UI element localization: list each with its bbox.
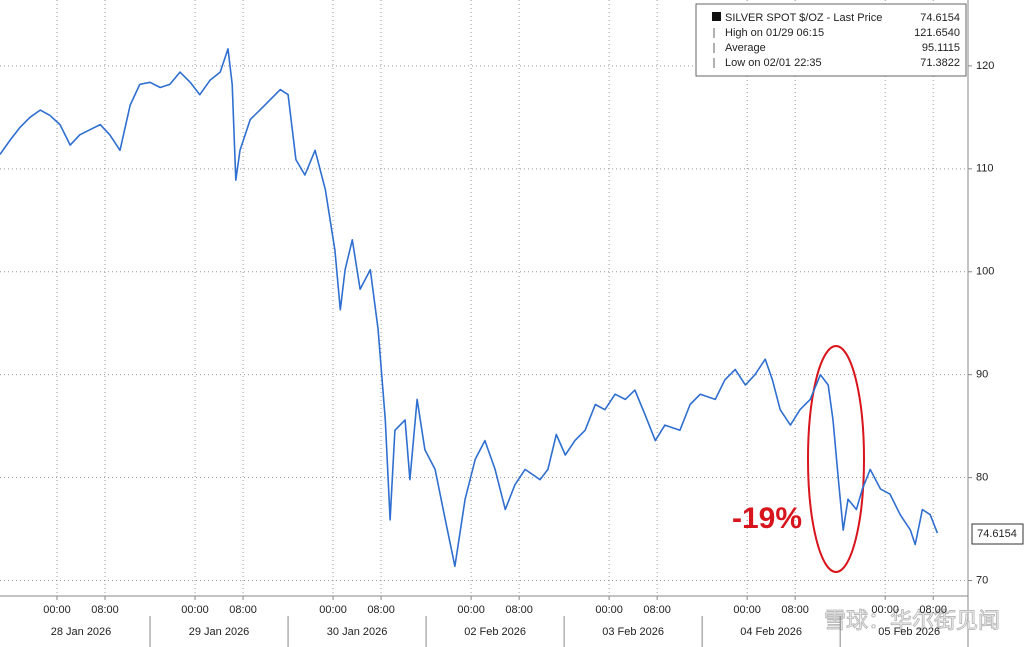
date-label: 30 Jan 2026 [327, 626, 388, 638]
x-tick-label: 00:00 [733, 604, 761, 616]
last-price-label: 74.6154 [977, 528, 1017, 540]
price-line [0, 48, 939, 568]
legend-box [695, 3, 967, 77]
x-tick-label: 00:00 [871, 604, 899, 616]
legend-label: Average [725, 42, 766, 54]
x-tick-label: 00:00 [181, 604, 209, 616]
legend-label: Low on 02/01 22:35 [725, 57, 822, 69]
date-label: 02 Feb 2026 [464, 626, 526, 638]
date-label: 03 Feb 2026 [602, 626, 664, 638]
annotation: -19% [732, 502, 802, 535]
y-tick-label: 70 [976, 574, 988, 586]
y-tick-label: 110 [976, 163, 994, 175]
x-tick-label: 08:00 [505, 604, 533, 616]
highlight-ellipse [807, 345, 865, 573]
date-label: 29 Jan 2026 [189, 626, 250, 638]
watermark: 雪球：华尔街见闻 [824, 608, 1000, 633]
date-label: 28 Jan 2026 [51, 626, 112, 638]
legend-swatch [712, 12, 721, 21]
legend-label: SILVER SPOT $/OZ - Last Price [725, 12, 882, 24]
legend-value: 74.6154 [920, 12, 960, 24]
x-tick-label: 08:00 [367, 604, 395, 616]
grid [0, 0, 968, 596]
x-tick-label: 08:00 [91, 604, 119, 616]
x-tick-label: 00:00 [595, 604, 623, 616]
x-tick-label: 08:00 [643, 604, 671, 616]
x-tick-label: 00:00 [457, 604, 485, 616]
legend-label: High on 01/29 06:15 [725, 27, 824, 39]
x-tick-label: 00:00 [319, 604, 347, 616]
x-tick-label: 00:00 [43, 604, 71, 616]
date-label: 05 Feb 2026 [878, 626, 940, 638]
y-tick-label: 100 [976, 266, 994, 278]
date-label: 04 Feb 2026 [740, 626, 802, 638]
y-tick-label: 120 [976, 60, 994, 72]
legend-value: 71.3822 [920, 57, 960, 69]
x-tick-label: 08:00 [229, 604, 257, 616]
y-tick-label: 90 [976, 369, 988, 381]
legend-value: 121.6540 [914, 27, 960, 39]
legend-value: 95.1115 [922, 42, 960, 54]
x-tick-label: 08:00 [781, 604, 809, 616]
last-price-tag [971, 523, 1024, 545]
y-tick-label: 80 [976, 472, 988, 484]
x-tick-label: 08:00 [919, 604, 947, 616]
